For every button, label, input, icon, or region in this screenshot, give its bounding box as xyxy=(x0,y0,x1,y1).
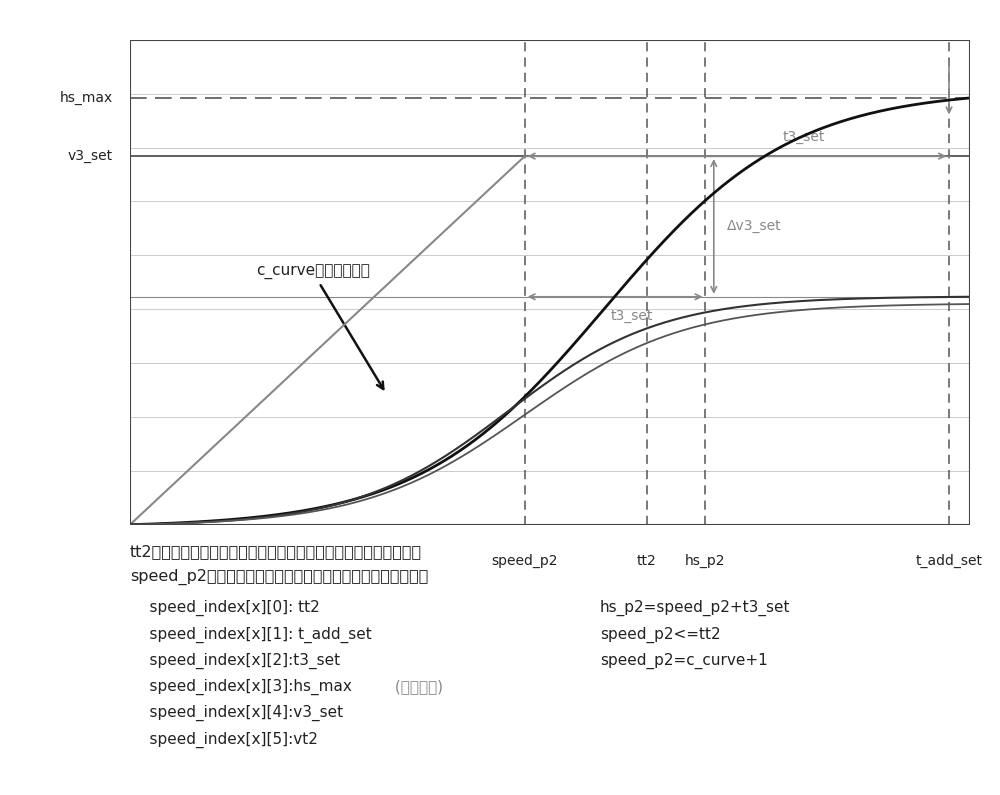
Text: tt2是额定梯速时，电梯速度运行曲线的加速度减速点，如图所示；: tt2是额定梯速时，电梯速度运行曲线的加速度减速点，如图所示； xyxy=(130,545,422,560)
Text: speed_p2<=tt2: speed_p2<=tt2 xyxy=(600,626,721,642)
Text: c_curve是速度采集点: c_curve是速度采集点 xyxy=(256,265,383,389)
Text: speed_p2=c_curve+1: speed_p2=c_curve+1 xyxy=(600,653,768,669)
Text: hs_p2: hs_p2 xyxy=(685,554,726,568)
Text: speed_index[x][0]: tt2: speed_index[x][0]: tt2 xyxy=(130,600,320,616)
Text: speed_index[x][1]: t_add_set: speed_index[x][1]: t_add_set xyxy=(130,626,372,642)
Text: t3_set: t3_set xyxy=(783,130,825,144)
Text: speed_index[x][4]:v3_set: speed_index[x][4]:v3_set xyxy=(130,705,343,721)
Text: v3_set: v3_set xyxy=(68,149,113,163)
Text: t_add_set: t_add_set xyxy=(916,554,982,568)
Text: speed_index[x][5]:vt2: speed_index[x][5]:vt2 xyxy=(130,731,318,747)
Text: speed_index[x][2]:t3_set: speed_index[x][2]:t3_set xyxy=(130,653,340,669)
Text: speed_p2是实时电梯运行速度曲线的加速度减速点，如图所示: speed_p2是实时电梯运行速度曲线的加速度减速点，如图所示 xyxy=(130,568,428,584)
Text: t3_set: t3_set xyxy=(611,309,653,323)
Text: hs_p2=speed_p2+t3_set: hs_p2=speed_p2+t3_set xyxy=(600,600,790,616)
Text: speed_index[x][3]:hs_max: speed_index[x][3]:hs_max xyxy=(130,679,352,695)
Text: Δv3_set: Δv3_set xyxy=(726,219,781,234)
Text: speed_p2: speed_p2 xyxy=(492,554,558,568)
Text: tt2: tt2 xyxy=(637,554,656,568)
Text: (额定梯速): (额定梯速) xyxy=(390,679,443,694)
Text: hs_max: hs_max xyxy=(60,91,113,105)
